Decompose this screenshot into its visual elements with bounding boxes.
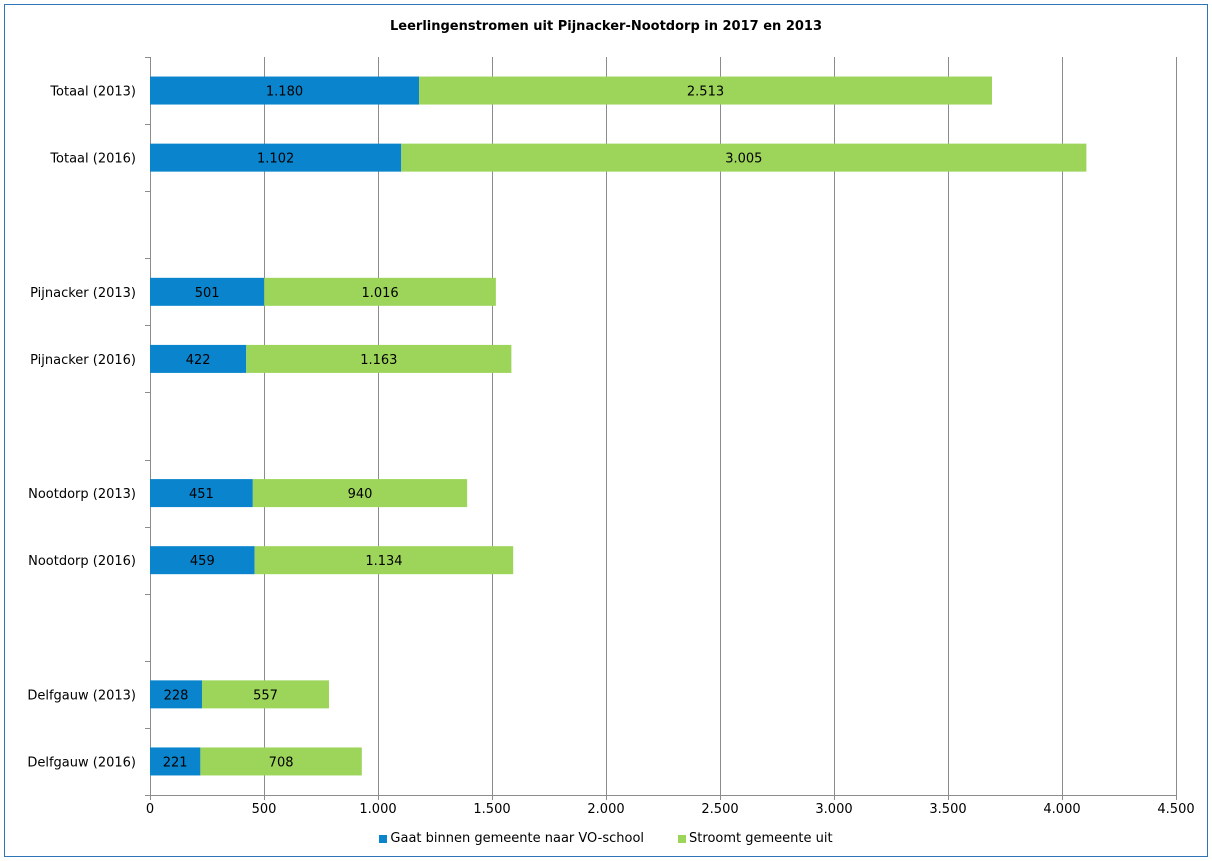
x-tick-label: 500 bbox=[252, 802, 277, 817]
chart-plot: 0 500 1.000 1.500 2.000 2.500 3.000 3.500 4.000 4… bbox=[27, 57, 1195, 817]
data-label-binnen: 451 bbox=[189, 487, 214, 502]
data-label-binnen: 422 bbox=[186, 353, 211, 368]
bar-uit bbox=[200, 747, 362, 776]
bar-binnen bbox=[150, 747, 201, 776]
data-label-binnen: 459 bbox=[190, 554, 215, 569]
x-tick-label: 2.000 bbox=[587, 802, 624, 817]
x-tick-label: 1.000 bbox=[359, 802, 396, 817]
x-tick-label: 0 bbox=[146, 802, 154, 817]
data-label-uit: 1.163 bbox=[360, 353, 397, 368]
y-category-label: Nootdorp (2016) bbox=[28, 554, 136, 569]
bar-uit bbox=[401, 143, 1087, 172]
legend-swatch-uit bbox=[678, 834, 687, 843]
chart-legend: Gaat binnen gemeente naar VO-school Stro… bbox=[0, 831, 1212, 846]
bar-uit bbox=[264, 277, 496, 306]
y-category-label: Totaal (2016) bbox=[49, 152, 136, 167]
x-tick-label: 3.000 bbox=[815, 802, 852, 817]
data-label-uit: 1.016 bbox=[361, 286, 398, 301]
data-label-binnen: 1.180 bbox=[266, 85, 303, 100]
x-tick-label: 4.500 bbox=[1157, 802, 1194, 817]
chart-title: Leerlingenstromen uit Pijnacker-Nootdorp… bbox=[389, 19, 822, 34]
legend-label-uit: Stroomt gemeente uit bbox=[689, 831, 833, 846]
data-label-uit: 3.005 bbox=[725, 152, 762, 167]
data-label-binnen: 221 bbox=[163, 755, 188, 770]
data-label-binnen: 501 bbox=[195, 286, 220, 301]
bar-uit bbox=[254, 546, 514, 575]
bar-binnen bbox=[150, 680, 202, 709]
data-label-uit: 940 bbox=[348, 487, 373, 502]
bar-binnen bbox=[150, 344, 247, 373]
y-category-label: Nootdorp (2013) bbox=[28, 487, 136, 502]
legend-item-binnen: Gaat binnen gemeente naar VO-school bbox=[379, 831, 644, 846]
x-tick-label: 3.500 bbox=[929, 802, 966, 817]
data-label-uit: 708 bbox=[269, 755, 294, 770]
bar-binnen bbox=[150, 546, 255, 575]
x-tick-label: 1.500 bbox=[473, 802, 510, 817]
bar-binnen bbox=[150, 76, 420, 105]
bar-binnen bbox=[150, 277, 265, 306]
data-label-uit: 2.513 bbox=[687, 85, 724, 100]
data-label-uit: 557 bbox=[253, 688, 278, 703]
bar-binnen bbox=[150, 143, 402, 172]
legend-swatch-binnen bbox=[379, 834, 388, 843]
bar-uit bbox=[252, 479, 468, 508]
data-label-binnen: 228 bbox=[164, 688, 189, 703]
bar-uit bbox=[201, 680, 329, 709]
y-category-label: Pijnacker (2016) bbox=[30, 353, 136, 368]
bar-uit bbox=[246, 344, 512, 373]
legend-label-binnen: Gaat binnen gemeente naar VO-school bbox=[390, 831, 645, 846]
y-category-label: Totaal (2013) bbox=[49, 85, 136, 100]
y-category-label: Delfgauw (2016) bbox=[27, 755, 136, 770]
bar-binnen bbox=[150, 479, 253, 508]
y-category-label: Pijnacker (2013) bbox=[30, 286, 136, 301]
data-label-binnen: 1.102 bbox=[257, 152, 294, 167]
data-label-uit: 1.134 bbox=[365, 554, 402, 569]
legend-item-uit: Stroomt gemeente uit bbox=[678, 831, 833, 846]
x-tick-label: 2.500 bbox=[701, 802, 738, 817]
bar-uit bbox=[419, 76, 993, 105]
x-tick-label: 4.000 bbox=[1043, 802, 1080, 817]
y-category-label: Delfgauw (2013) bbox=[27, 688, 136, 703]
